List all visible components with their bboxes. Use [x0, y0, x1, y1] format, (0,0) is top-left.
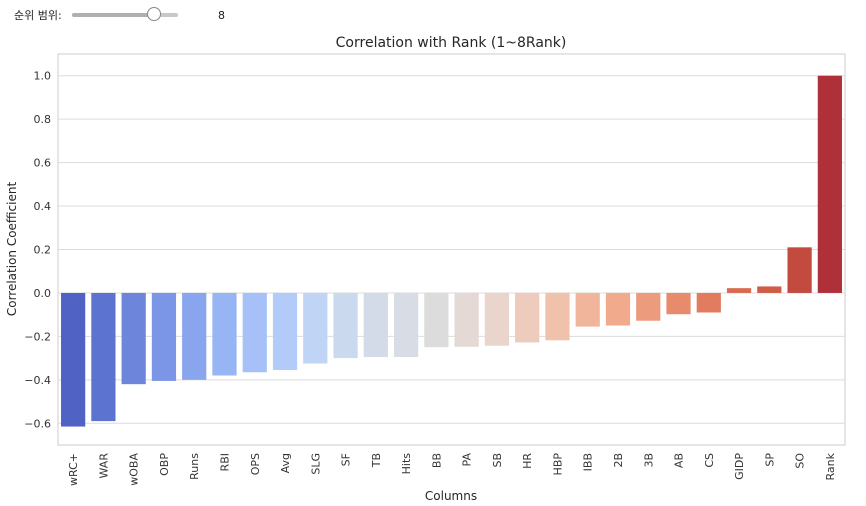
- bar-wrc-: [61, 292, 86, 427]
- bar-ops: [242, 292, 267, 373]
- x-tick-label: 2B: [612, 453, 625, 468]
- bar-sp: [757, 286, 782, 293]
- bar-ibb: [575, 292, 600, 327]
- x-tick-label: WAR: [97, 453, 110, 479]
- x-tick-label: RBI: [218, 453, 231, 471]
- x-tick-label: Avg: [279, 453, 292, 473]
- bar-slg: [303, 292, 328, 364]
- bars: [61, 75, 842, 427]
- x-tick-label: CS: [703, 453, 716, 468]
- x-axis-label: Columns: [425, 489, 477, 503]
- bar-obp: [151, 292, 177, 381]
- x-tick-label: OPS: [249, 453, 262, 475]
- x-tick-label: wOBA: [128, 453, 141, 486]
- bar-ab: [666, 292, 691, 315]
- bar-runs: [182, 292, 207, 380]
- rank-range-slider-thumb[interactable]: [147, 7, 162, 21]
- y-tick-label: 0.2: [34, 244, 52, 257]
- x-tick-label: 3B: [642, 453, 655, 468]
- bar-sb: [484, 292, 510, 346]
- x-tick-label: SB: [491, 453, 504, 468]
- bar-avg: [272, 292, 298, 371]
- x-tick-label: BB: [430, 453, 443, 468]
- bar-rank: [817, 75, 842, 293]
- x-tick-label: IBB: [582, 453, 595, 471]
- y-tick-label: 0.8: [34, 113, 52, 126]
- y-tick-label: −0.2: [24, 330, 51, 343]
- rank-range-slider-widget: 순위 범위: 8: [14, 3, 244, 27]
- bar-hbp: [545, 292, 570, 341]
- x-tick-label: GIDP: [733, 453, 746, 480]
- bar-woba: [121, 292, 146, 385]
- y-tick-label: −0.4: [24, 374, 51, 387]
- bar-hits: [393, 292, 419, 358]
- x-tick-label: TB: [370, 453, 383, 468]
- bar-cs: [696, 292, 721, 313]
- bar-2b: [605, 292, 631, 326]
- bar-3b: [636, 292, 661, 321]
- y-tick-label: 0.0: [34, 287, 52, 300]
- x-tick-label: HR: [521, 453, 534, 469]
- x-tick-label: OBP: [158, 453, 171, 476]
- bar-pa: [454, 292, 479, 347]
- x-tick-label: PA: [461, 453, 474, 467]
- y-tick-label: 0.4: [34, 200, 52, 213]
- bar-rbi: [212, 292, 237, 376]
- x-tick-label: HBP: [551, 453, 564, 476]
- rank-range-slider-fill: [71, 13, 155, 17]
- bar-sf: [333, 292, 358, 359]
- chart-title: Correlation with Rank (1~8Rank): [336, 35, 567, 51]
- x-tick-label: SF: [340, 453, 353, 466]
- x-tick-label: SLG: [309, 453, 322, 475]
- x-tick-label: AB: [673, 453, 686, 468]
- rank-range-label: 순위 범위:: [14, 9, 62, 22]
- rank-range-slider-track[interactable]: [71, 7, 178, 21]
- bar-gidp: [726, 288, 752, 293]
- y-tick-label: 0.6: [34, 157, 52, 170]
- bar-bb: [424, 292, 449, 348]
- y-tick-label: −0.6: [24, 417, 51, 430]
- x-tick-label: Hits: [400, 453, 413, 475]
- bar-war: [91, 292, 116, 422]
- x-tick-labels: wRC+ WAR wOBA OBP Runs RBI OPS Avg SLG SF TB Hits BB…: [67, 452, 837, 486]
- y-tick-labels: −0.6 −0.4 −0.2 0.0 0.2 0.4 0.6 0.8 1.0: [24, 70, 51, 431]
- bar-hr: [515, 292, 540, 343]
- x-tick-label: SO: [794, 453, 807, 469]
- y-axis-label: Correlation Coefficient: [5, 182, 19, 317]
- bar-tb: [363, 292, 388, 358]
- bar-so: [787, 247, 812, 293]
- rank-range-value: 8: [218, 8, 225, 22]
- x-tick-label: SP: [763, 453, 776, 467]
- x-tick-label: Runs: [188, 453, 201, 480]
- x-tick-label: Rank: [824, 452, 837, 480]
- x-tick-label: wRC+: [67, 453, 80, 486]
- y-tick-label: 1.0: [34, 70, 52, 83]
